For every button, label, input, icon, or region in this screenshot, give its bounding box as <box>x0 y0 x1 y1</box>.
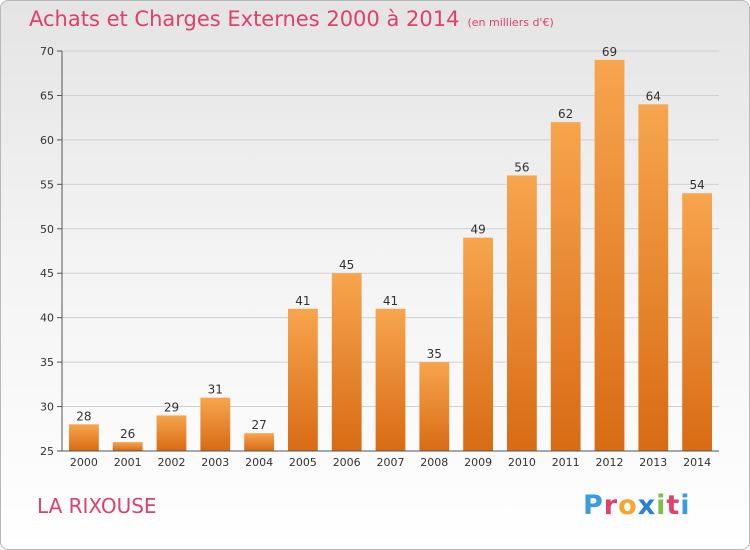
x-tick-label: 2014 <box>683 456 711 469</box>
bar-value-label: 28 <box>76 409 91 423</box>
bar-2011 <box>550 122 581 451</box>
bar-value-label: 27 <box>251 418 266 432</box>
bar-2007 <box>375 308 406 451</box>
logo-letter: o <box>618 490 638 521</box>
y-tick-label: 45 <box>40 267 54 280</box>
x-tick-label: 2006 <box>333 456 361 469</box>
chart-title: Achats et Charges Externes 2000 à 2014 (e… <box>29 7 554 31</box>
x-tick-label: 2010 <box>508 456 536 469</box>
proxiti-logo: Proxiti <box>583 490 691 521</box>
y-tick-label: 60 <box>40 134 54 147</box>
logo-letter: t <box>666 490 681 521</box>
bar-2003 <box>200 397 231 451</box>
chart-unit: (en milliers d'€) <box>467 16 554 29</box>
bar-value-label: 41 <box>295 294 310 308</box>
x-tick-label: 2004 <box>245 456 273 469</box>
x-tick-label: 2011 <box>552 456 580 469</box>
y-tick-label: 55 <box>40 178 54 191</box>
x-tick-label: 2009 <box>464 456 492 469</box>
bar-2006 <box>331 273 362 451</box>
bar-2008 <box>419 362 450 451</box>
x-tick-label: 2001 <box>114 456 142 469</box>
bar-value-label: 35 <box>427 347 442 361</box>
bar-2000 <box>69 424 99 451</box>
bar-value-label: 31 <box>208 383 223 397</box>
x-tick-label: 2013 <box>639 456 667 469</box>
bar-2001 <box>112 442 143 451</box>
x-tick-label: 2008 <box>420 456 448 469</box>
bar-value-label: 41 <box>383 294 398 308</box>
bar-2010 <box>507 175 537 451</box>
y-tick-label: 65 <box>40 89 54 102</box>
bar-2009 <box>463 237 493 451</box>
x-tick-label: 2003 <box>201 456 229 469</box>
bar-value-label: 49 <box>470 223 485 237</box>
bar-2013 <box>638 104 669 451</box>
x-tick-label: 2005 <box>289 456 317 469</box>
commune-name: LA RIXOUSE <box>37 494 157 518</box>
bar-value-label: 26 <box>120 427 135 441</box>
y-tick-label: 35 <box>40 356 54 369</box>
logo-letter: x <box>637 490 657 521</box>
bar-value-label: 56 <box>514 160 529 174</box>
bar-2002 <box>156 415 187 451</box>
y-tick-label: 25 <box>40 445 54 458</box>
x-tick-label: 2007 <box>377 456 405 469</box>
axes: 25 30 35 40 45 50 55 60 65 70 2000 2001 2002 2003 2004… <box>40 45 719 469</box>
logo-letter: i <box>680 490 691 521</box>
y-tick-label: 50 <box>40 223 54 236</box>
logo-letter: i <box>656 490 667 521</box>
bar-2014 <box>682 193 712 451</box>
y-tick-label: 30 <box>40 401 54 414</box>
bar-value-label: 29 <box>164 400 179 414</box>
y-tick-label: 40 <box>40 312 54 325</box>
bar-value-label: 62 <box>558 107 573 121</box>
bar-2004 <box>244 433 274 451</box>
x-tick-label: 2000 <box>70 456 98 469</box>
bar-2005 <box>288 308 318 451</box>
chart-title-text: Achats et Charges Externes 2000 à 2014 <box>29 7 460 31</box>
logo-letter: P <box>583 490 604 521</box>
x-tick-label: 2012 <box>596 456 624 469</box>
logo-letter: r <box>603 490 619 521</box>
bar-value-label: 54 <box>689 178 704 192</box>
x-tick-label: 2002 <box>158 456 186 469</box>
bars: 28 26 29 31 27 41 45 41 35 49 56 62 69 64 54 <box>69 45 712 452</box>
bar-2012 <box>594 59 625 452</box>
bar-value-label: 64 <box>646 89 661 103</box>
bar-value-label: 45 <box>339 258 354 272</box>
bar-value-label: 69 <box>602 45 617 59</box>
y-tick-label: 70 <box>40 45 54 58</box>
